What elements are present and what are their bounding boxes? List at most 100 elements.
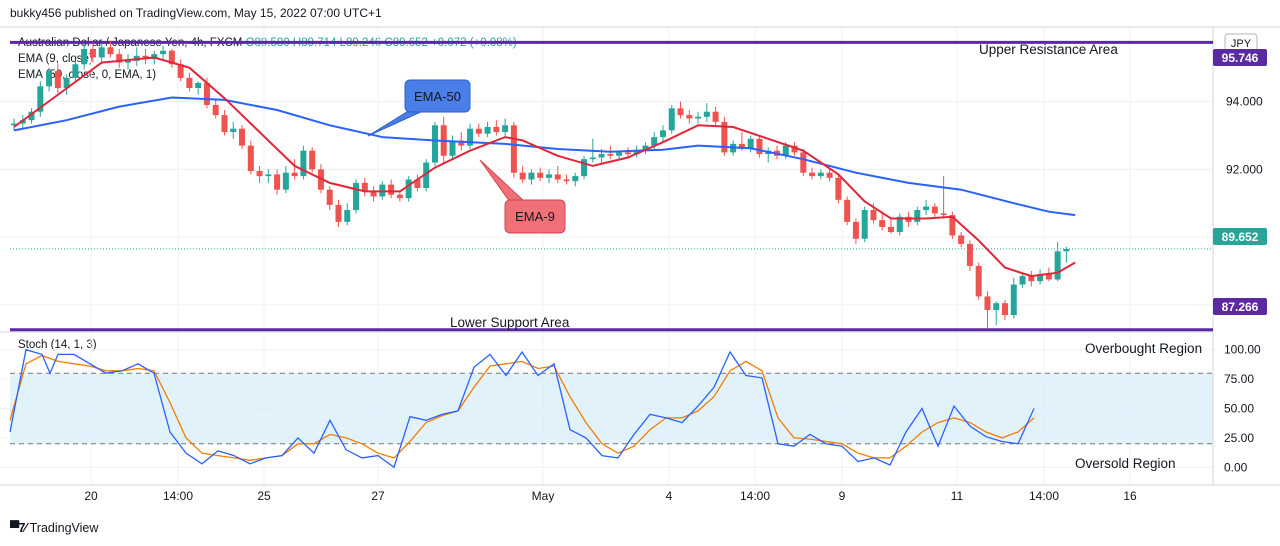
oversold-annotation: Oversold Region	[1075, 456, 1176, 471]
candle-body	[431, 125, 438, 163]
candle-body	[809, 172, 816, 177]
candle-body	[203, 82, 210, 105]
candle-body	[633, 150, 640, 155]
candle-body	[958, 235, 965, 244]
time-tick-label: 4	[666, 489, 673, 503]
candle-body	[572, 176, 579, 182]
lower-support-annotation: Lower Support Area	[450, 315, 570, 330]
candle-body	[405, 179, 412, 199]
stoch-axis-ticks: 100.00 75.00 50.00 25.00 0.00	[1224, 343, 1261, 475]
candle-body	[984, 296, 991, 310]
candle-body	[528, 172, 535, 180]
candle-body	[344, 210, 351, 222]
footer-brand: TradingView	[29, 520, 99, 535]
candle-body	[19, 120, 26, 124]
candle-body	[800, 152, 807, 173]
candle-body	[361, 182, 368, 192]
candle-body	[493, 126, 500, 133]
currency-label: JPY	[1231, 38, 1252, 50]
lower-support-price-badge	[1213, 298, 1267, 315]
candle-body	[212, 104, 219, 116]
stoch-tick-label: 50.00	[1224, 402, 1254, 416]
candle-body	[221, 115, 228, 133]
candle-body	[28, 111, 35, 121]
candle-body	[72, 64, 79, 78]
candle-body	[116, 54, 123, 63]
candle-body	[703, 111, 710, 117]
candle-body	[870, 210, 877, 221]
ema50-legend[interactable]: EMA (50, close, 0, EMA, 1)	[18, 69, 157, 81]
time-tick-label: 11	[951, 489, 964, 503]
candle-body	[712, 111, 719, 122]
ema9-callout: EMA-9	[479, 159, 566, 234]
candle-body	[1002, 303, 1009, 316]
candle-body	[195, 82, 202, 88]
overbought-annotation: Overbought Region	[1085, 341, 1202, 356]
candle-body	[247, 145, 254, 172]
candle-body	[545, 174, 552, 178]
candle-body	[879, 220, 886, 227]
candle-body	[309, 150, 316, 170]
candle-body	[11, 123, 17, 126]
stoch-k-line	[9, 348, 1035, 469]
candle-body	[414, 179, 421, 188]
ema9-legend[interactable]: EMA (9, close)	[18, 53, 93, 65]
candle-body	[931, 206, 938, 214]
candle-body	[817, 172, 824, 177]
candle-body	[458, 140, 465, 146]
candle-body	[835, 177, 842, 200]
candle-body	[721, 121, 728, 153]
upper-resistance-price: 95.746	[1222, 51, 1259, 65]
candle-body	[449, 140, 456, 156]
candle-body	[589, 157, 596, 160]
candle-body	[791, 145, 798, 153]
candle-body	[291, 172, 298, 177]
candle-body	[300, 150, 307, 177]
candle-body	[896, 216, 903, 233]
candle-body	[651, 137, 658, 146]
time-tick-label: 14:00	[740, 489, 770, 503]
ema9-callout-text: EMA-9	[515, 209, 555, 224]
candle-body	[467, 128, 474, 146]
candle-body	[282, 172, 289, 190]
stoch-d-line	[9, 354, 1035, 461]
candle-body	[861, 210, 868, 239]
candle-body	[484, 126, 491, 134]
time-tick-label: 14:00	[1029, 489, 1059, 503]
candle-body	[423, 162, 430, 188]
candle-body	[668, 108, 675, 131]
candle-body	[949, 215, 956, 236]
candle-body	[81, 49, 88, 65]
stoch-legend[interactable]: Stoch (14, 1, 3)	[18, 339, 97, 351]
lower-support-price: 87.266	[1222, 300, 1259, 314]
candle-body	[1063, 248, 1070, 252]
candle-body	[1054, 251, 1061, 280]
candle-body	[677, 108, 684, 116]
candle-body	[888, 226, 894, 233]
price-tick-label: 94.000	[1226, 95, 1263, 109]
candle-body	[966, 243, 973, 266]
ema9-line	[13, 56, 1076, 278]
candle-body	[844, 199, 851, 222]
candle-body	[177, 64, 184, 78]
candle-body	[852, 221, 859, 239]
stoch-tick-label: 0.00	[1224, 460, 1248, 474]
candle-body	[510, 125, 517, 173]
time-tick-label: 9	[839, 489, 846, 503]
candle-body	[98, 47, 105, 58]
candle-body	[914, 210, 921, 222]
stoch-tick-label: 75.00	[1224, 372, 1254, 386]
candle-body	[54, 71, 61, 88]
candle-body	[624, 152, 631, 155]
last-price: 89.652	[1222, 230, 1259, 244]
upper-resistance-price-badge	[1213, 49, 1267, 66]
ema50-callout: EMA-50	[367, 79, 471, 137]
stoch-tick-label: 100.00	[1224, 343, 1261, 357]
candle-body	[1028, 276, 1035, 282]
candle-body	[975, 265, 982, 297]
candle-body	[256, 171, 263, 177]
candle-body	[274, 174, 281, 190]
time-tick-label: 27	[371, 489, 385, 503]
